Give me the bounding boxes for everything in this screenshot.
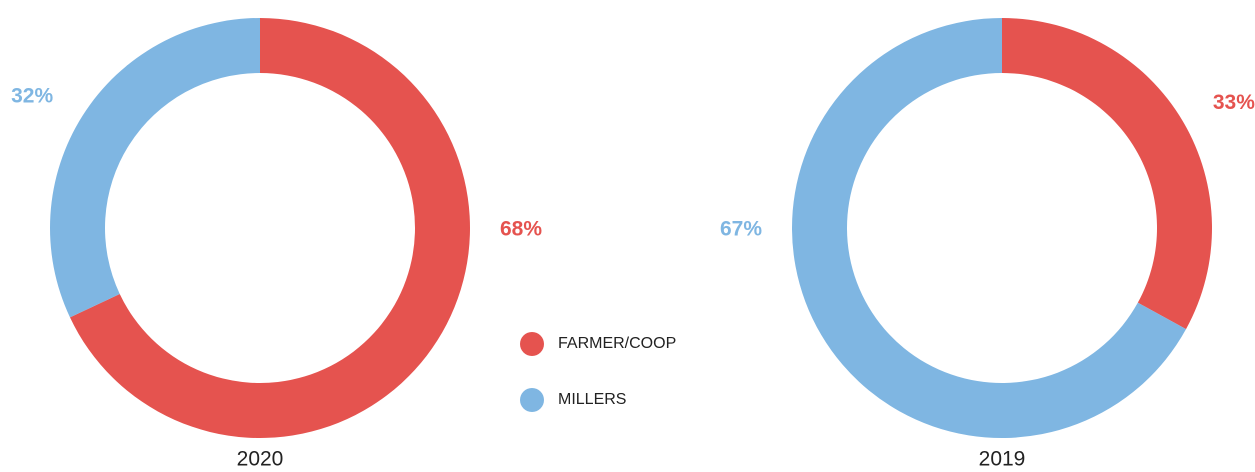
chart-title: 2020 [237,448,284,471]
legend-marker [520,388,544,412]
donut-segment [49,18,261,318]
legend-marker [520,332,544,356]
legend-label: MILLERS [558,391,626,408]
value-label: 67% [720,218,762,241]
value-label: 68% [500,218,542,241]
chart-title: 2019 [979,448,1026,471]
donut-segment [1002,18,1213,330]
legend-label: FARMER/COOP [558,335,676,352]
value-label: 32% [11,84,53,107]
value-label: 33% [1213,91,1255,114]
